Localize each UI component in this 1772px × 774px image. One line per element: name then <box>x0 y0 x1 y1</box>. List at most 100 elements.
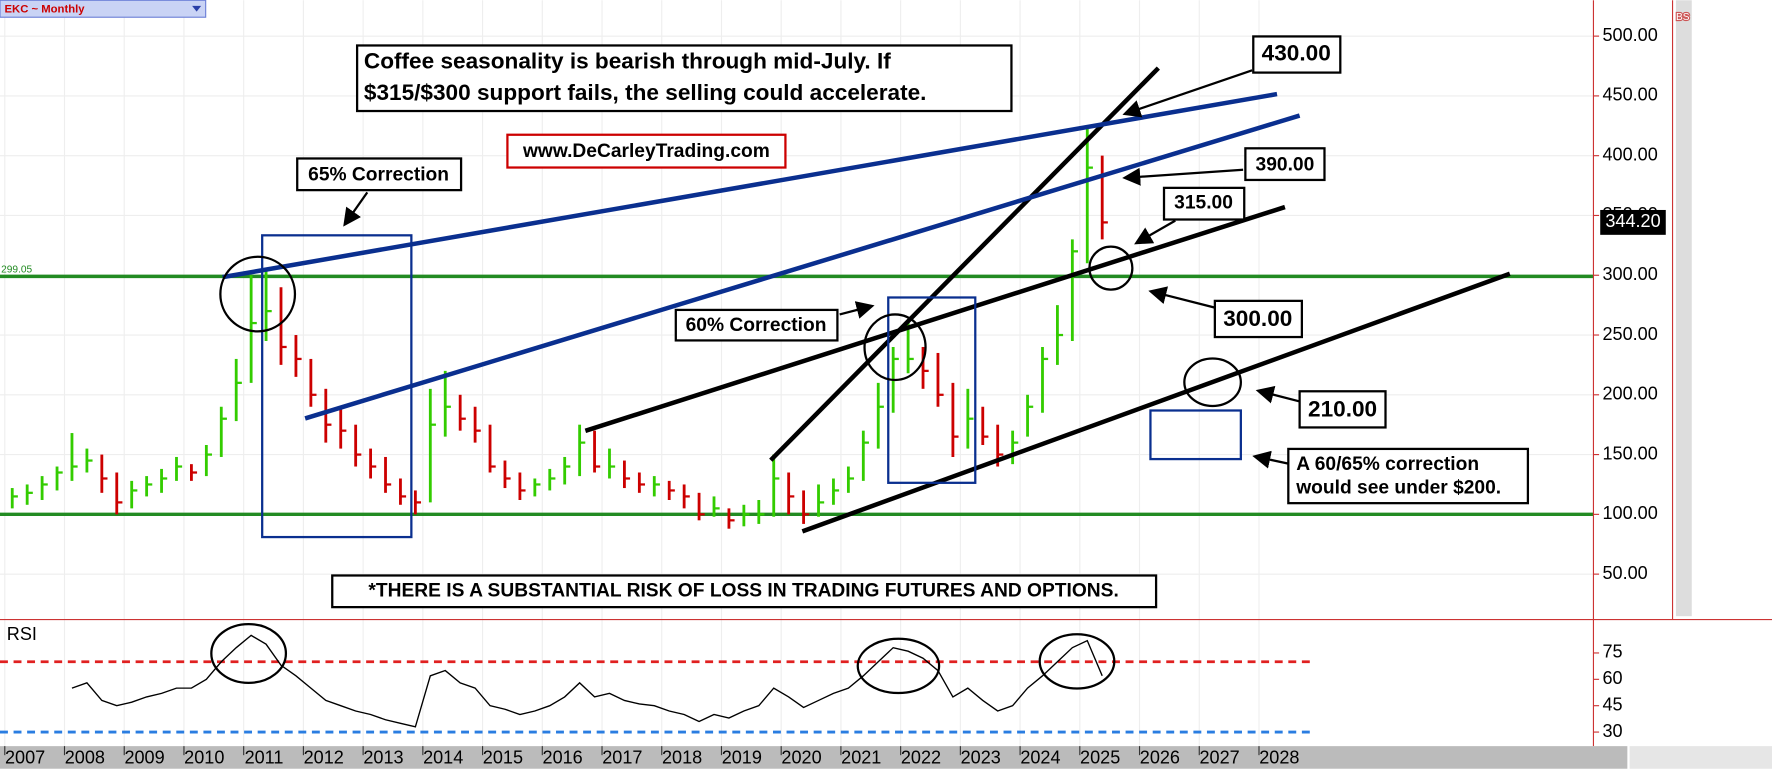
x-tick-label: 2025 <box>1080 747 1120 767</box>
disclaimer-box <box>331 574 1158 609</box>
x-tick-label: 2012 <box>304 747 344 767</box>
x-tick-label: 2010 <box>184 747 224 767</box>
scrollbar <box>1675 0 1692 617</box>
range-box <box>261 234 413 539</box>
last-price-label: 344.20 <box>1605 211 1660 231</box>
trendlines <box>222 66 1511 534</box>
arrow <box>1122 167 1244 186</box>
label-box <box>1287 447 1530 505</box>
trendline <box>801 271 1511 534</box>
x-tick-label: 2013 <box>363 747 403 767</box>
annotation: would see under $200. <box>1295 478 1501 499</box>
circle <box>210 622 288 684</box>
circle <box>1038 633 1116 690</box>
x-tick-label: 2008 <box>65 747 105 767</box>
y-tick-label: 60 <box>1602 668 1622 688</box>
x-tick-label: 2018 <box>662 747 702 767</box>
label-box <box>1162 186 1246 221</box>
symbol-selector[interactable] <box>0 0 207 18</box>
circle <box>863 313 927 382</box>
y-tick-label: 150.00 <box>1602 443 1657 463</box>
label-box <box>1298 390 1387 429</box>
annotation: A 60/65% correction <box>1296 454 1479 475</box>
label-box <box>296 157 463 192</box>
axes: 50.00100.00150.00200.00250.00300.00350.0… <box>4 25 1666 767</box>
annotation: 60% Correction <box>686 315 827 336</box>
x-tick-label: 2014 <box>423 747 463 767</box>
dropdown-icon[interactable] <box>192 5 202 12</box>
y-tick-label: 200.00 <box>1602 384 1657 404</box>
x-tick-label: 2026 <box>1140 747 1180 767</box>
time-axis <box>0 746 1628 769</box>
price-bars <box>10 125 1108 529</box>
corner-label: BS <box>1676 12 1690 23</box>
annotation: 390.00 <box>1256 154 1315 175</box>
arrow <box>1255 385 1300 404</box>
y-tick-label: 45 <box>1602 694 1622 714</box>
annotation: 65% Correction <box>308 165 449 186</box>
x-tick-label: 2019 <box>722 747 762 767</box>
headline: Coffee seasonality is bearish through mi… <box>364 48 891 73</box>
arrow <box>1134 219 1176 245</box>
y-tick-label: 100.00 <box>1602 503 1657 523</box>
trendline <box>304 113 1301 421</box>
website-box <box>506 133 787 169</box>
y-tick-label: 50.00 <box>1602 563 1647 583</box>
trendline <box>584 204 1286 433</box>
x-tick-label: 2020 <box>781 747 821 767</box>
shapes <box>210 234 1242 695</box>
annotation: 210.00 <box>1308 396 1377 421</box>
trendline <box>769 66 1160 462</box>
circle <box>219 255 297 333</box>
x-tick-label: 2017 <box>602 747 642 767</box>
trendline <box>222 91 1278 280</box>
level-label: 299.05 <box>1 264 32 275</box>
arrow <box>1252 450 1289 469</box>
arrow <box>1122 69 1253 118</box>
headline: $315/$300 support fails, the selling cou… <box>364 80 927 105</box>
x-tick-label: 2016 <box>543 747 583 767</box>
x-tick-label: 2007 <box>5 747 45 767</box>
arrow <box>343 191 369 227</box>
y-tick-label: 75 <box>1602 642 1622 662</box>
y-tick-label: 30 <box>1602 721 1622 741</box>
y-tick-label: 450.00 <box>1602 85 1657 105</box>
x-tick-label: 2015 <box>483 747 523 767</box>
y-tick-label: 400.00 <box>1602 144 1657 164</box>
rsi-line <box>71 634 1103 728</box>
y-tick-label: 250.00 <box>1602 324 1657 344</box>
x-tick-label: 2027 <box>1199 747 1239 767</box>
y-tick-label: 500.00 <box>1602 25 1657 45</box>
range-box <box>887 296 977 484</box>
rsi-label: RSI <box>7 624 37 644</box>
x-tick-label: 2011 <box>245 747 284 767</box>
circle <box>856 637 941 695</box>
label-box <box>1244 147 1326 182</box>
disclaimer: *THERE IS A SUBSTANTIAL RISK OF LOSS IN … <box>368 580 1118 601</box>
arrow <box>839 301 875 319</box>
annotation: 430.00 <box>1262 40 1331 65</box>
arrows <box>343 69 1300 469</box>
rsi-panel: RSI 30 45 60 75 <box>0 624 1623 741</box>
annotation: 315.00 <box>1174 193 1233 214</box>
x-tick-label: 2023 <box>961 747 1001 767</box>
circle <box>1088 245 1134 291</box>
website: www.DeCarleyTrading.com <box>522 141 770 162</box>
x-tick-label: 2024 <box>1020 747 1060 767</box>
x-tick-label: 2021 <box>841 747 881 767</box>
x-tick-label: 2028 <box>1259 747 1299 767</box>
last-price-marker <box>1600 209 1666 235</box>
label-box <box>1252 35 1342 74</box>
headline-box <box>355 44 1013 113</box>
toolbar <box>1629 746 1772 769</box>
annotations: Coffee seasonality is bearish through mi… <box>296 35 1530 609</box>
arrow <box>1148 286 1216 309</box>
label-box <box>1213 299 1304 339</box>
circle <box>1183 357 1242 408</box>
symbol: EKC ~ Monthly <box>5 3 86 15</box>
annotation: 300.00 <box>1223 306 1292 331</box>
target-box <box>1149 409 1242 461</box>
x-tick-label: 2009 <box>124 747 164 767</box>
